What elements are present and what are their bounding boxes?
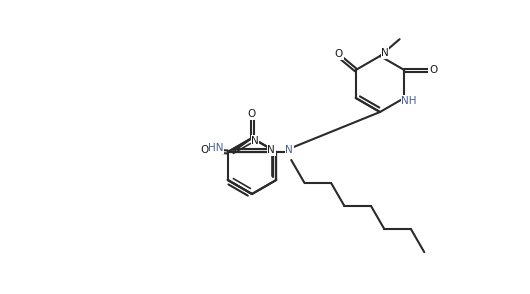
Text: O: O (248, 109, 256, 119)
Text: N: N (267, 145, 275, 155)
Text: NH: NH (402, 96, 417, 106)
Text: N: N (381, 48, 389, 58)
Text: HN: HN (208, 143, 224, 153)
Text: N: N (251, 136, 259, 146)
Text: O: O (429, 65, 437, 75)
Text: O: O (200, 145, 208, 155)
Text: N: N (285, 145, 293, 155)
Text: O: O (335, 49, 343, 59)
